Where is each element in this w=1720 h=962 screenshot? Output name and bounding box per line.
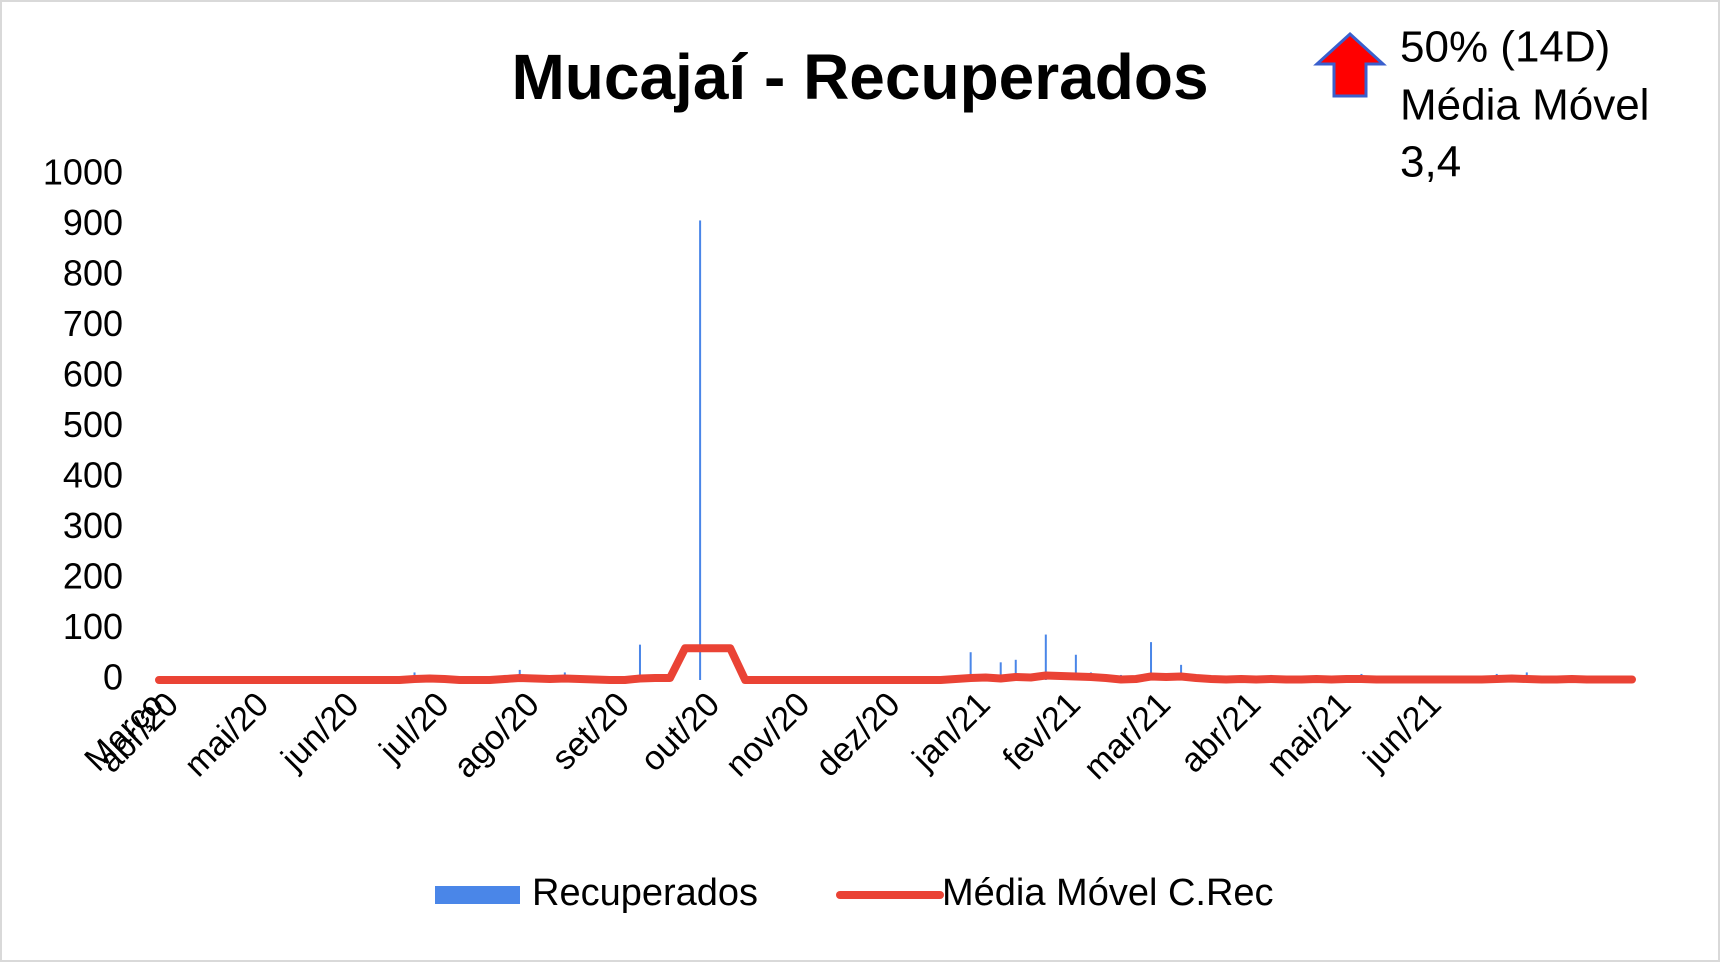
chart-title: Mucajaí - Recuperados (511, 41, 1208, 113)
annotation: 50% (14D) (1400, 23, 1610, 72)
y-tick-label: 400 (63, 455, 123, 496)
y-tick-label: 100 (63, 606, 123, 647)
y-tick-label: 800 (63, 253, 123, 294)
y-tick-label: 1000 (43, 152, 123, 193)
y-tick-label: 600 (63, 354, 123, 395)
legend-label: Recuperados (532, 872, 758, 914)
y-tick-label: 900 (63, 202, 123, 243)
bar (1014, 659, 1017, 680)
bar (1044, 634, 1047, 680)
bar (1074, 654, 1077, 680)
bar (1180, 664, 1183, 680)
y-tick-label: 500 (63, 404, 123, 445)
y-tick-label: 0 (103, 657, 123, 698)
legend-swatch (435, 886, 520, 904)
annotation: Média Móvel (1400, 81, 1649, 130)
bar (1150, 642, 1153, 680)
legend-label: Média Móvel C.Rec (942, 872, 1274, 914)
annotation: 3,4 (1400, 138, 1461, 187)
bar (969, 652, 972, 680)
bar (638, 644, 641, 680)
up-arrow (1313, 31, 1387, 98)
y-tick-label: 700 (63, 303, 123, 344)
y-tick-label: 200 (63, 556, 123, 597)
bar (999, 662, 1002, 680)
y-tick-label: 300 (63, 505, 123, 546)
line (155, 644, 1636, 684)
bar (699, 220, 702, 680)
